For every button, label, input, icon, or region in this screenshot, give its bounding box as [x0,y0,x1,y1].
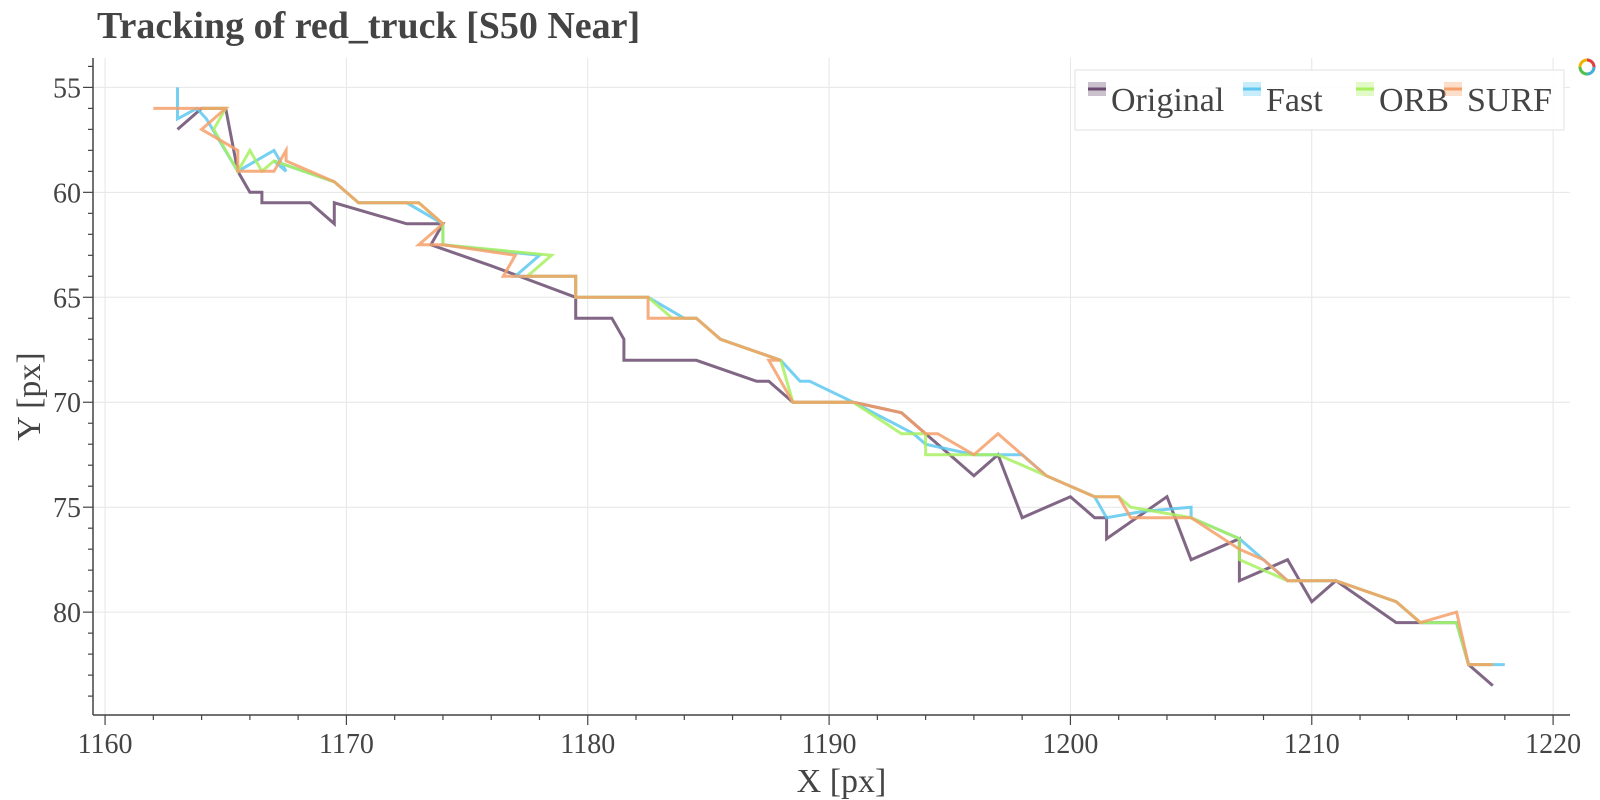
series-layer [153,87,1505,687]
y-tick-label: 75 [53,493,81,524]
chart-title: Tracking of red_truck [S50 Near] [97,5,641,47]
series-line-surf[interactable] [153,106,1493,667]
legend-label: Fast [1266,82,1323,119]
x-tick-label: 1160 [78,729,133,760]
y-tick-label: 70 [53,388,81,419]
legend-item-surf[interactable]: SURF [1444,82,1552,119]
legend[interactable]: Original Fast ORB SURF [1074,69,1565,131]
y-axis-label: Y [px] [11,352,48,440]
y-tick-label: 60 [53,178,81,209]
colorful-logo-icon[interactable] [1577,57,1597,77]
legend-label: SURF [1467,82,1552,119]
legend-item-fast[interactable]: Fast [1243,82,1323,119]
series-line-original[interactable] [176,106,1494,687]
x-tick-label: 1190 [802,729,857,760]
x-tick-label: 1180 [560,729,615,760]
series-line-fast[interactable] [176,87,1505,667]
x-tick-label: 1200 [1042,729,1098,760]
legend-item-orb[interactable]: ORB [1356,82,1449,119]
x-axis-label: X [px] [797,763,887,800]
x-tick-label: 1210 [1284,729,1340,760]
y-tick-label: 80 [53,598,81,629]
legend-item-original[interactable]: Original [1088,82,1224,119]
legend-label: ORB [1379,82,1449,119]
legend-label: Original [1111,82,1224,119]
y-tick-label: 55 [53,73,81,104]
axes [92,58,1570,716]
y-tick-label: 65 [53,283,81,314]
x-tick-label: 1220 [1525,729,1581,760]
grid [93,58,1570,715]
ticks: 1160 1170 1180 1190 1200 1210 1220 55 60 65 70 75 80 [53,65,1581,760]
x-tick-label: 1170 [319,729,374,760]
legend-box [1074,69,1565,131]
